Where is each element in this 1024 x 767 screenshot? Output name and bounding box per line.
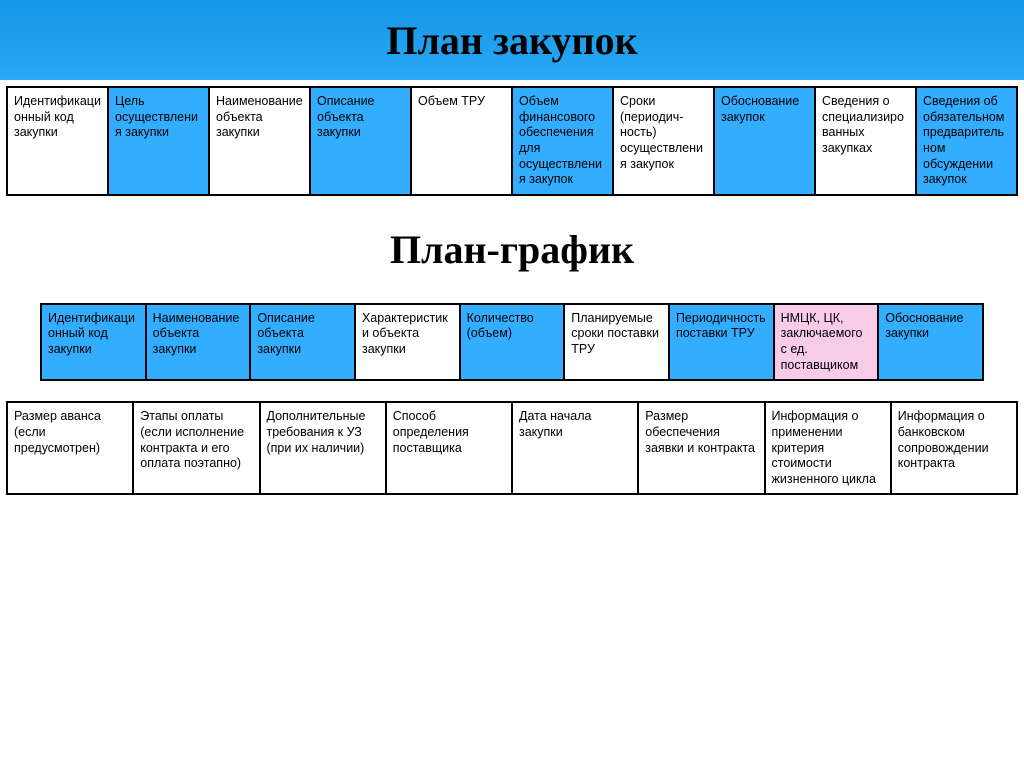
cell: Наименование объекта закупки [146,304,251,381]
cell: Описание объекта закупки [310,87,411,195]
cell: Этапы оплаты (если исполнение контракта … [133,402,259,494]
table2: Идентификационный код закупки Наименован… [40,303,984,382]
cell: Информация о банковском сопровождении ко… [891,402,1017,494]
table-row: Идентификационный код закупки Наименован… [41,304,983,381]
cell: Информация о применении критерия стоимос… [765,402,891,494]
cell: Объем финансового обеспечения для осущес… [512,87,613,195]
table3-wrap: Размер аванса (если предусмотрен) Этапы … [6,401,1018,495]
title-2: План-график [0,226,1024,273]
table-row: Размер аванса (если предусмотрен) Этапы … [7,402,1017,494]
cell: Способ определения поставщика [386,402,512,494]
cell: Наименование объекта закупки [209,87,310,195]
slide: План закупок Идентификационный код закуп… [0,0,1024,767]
table1: Идентификационный код закупки Цель осуще… [6,86,1018,196]
table2-wrap: Идентификационный код закупки Наименован… [40,303,984,382]
cell: Идентификационный код закупки [7,87,108,195]
table1-wrap: Идентификационный код закупки Цель осуще… [6,86,1018,196]
cell: Объем ТРУ [411,87,512,195]
cell: Периодичность поставки ТРУ [669,304,774,381]
cell: Дополнительные требования к УЗ (при их н… [260,402,386,494]
cell: Описание объекта закупки [250,304,355,381]
cell: НМЦК, ЦК, заключаемого с ед. поставщиком [774,304,879,381]
cell: Дата начала закупки [512,402,638,494]
cell: Количество (объем) [460,304,565,381]
cell: Размер обеспечения заявки и контракта [638,402,764,494]
cell: Обоснование закупок [714,87,815,195]
table-row: Идентификационный код закупки Цель осуще… [7,87,1017,195]
title-1: План закупок [386,17,637,64]
cell: Сведения о специализированных закупках [815,87,916,195]
title-band: План закупок [0,0,1024,80]
cell: Характеристики объекта закупки [355,304,460,381]
cell: Цель осуществления закупки [108,87,209,195]
cell: Идентификационный код закупки [41,304,146,381]
table3: Размер аванса (если предусмотрен) Этапы … [6,401,1018,495]
cell: Обоснование закупки [878,304,983,381]
cell: Сведения об обязательном предварительном… [916,87,1017,195]
cell: Сроки (периодич-ность) осуществления зак… [613,87,714,195]
cell: Размер аванса (если предусмотрен) [7,402,133,494]
cell: Планируемые сроки поставки ТРУ [564,304,669,381]
